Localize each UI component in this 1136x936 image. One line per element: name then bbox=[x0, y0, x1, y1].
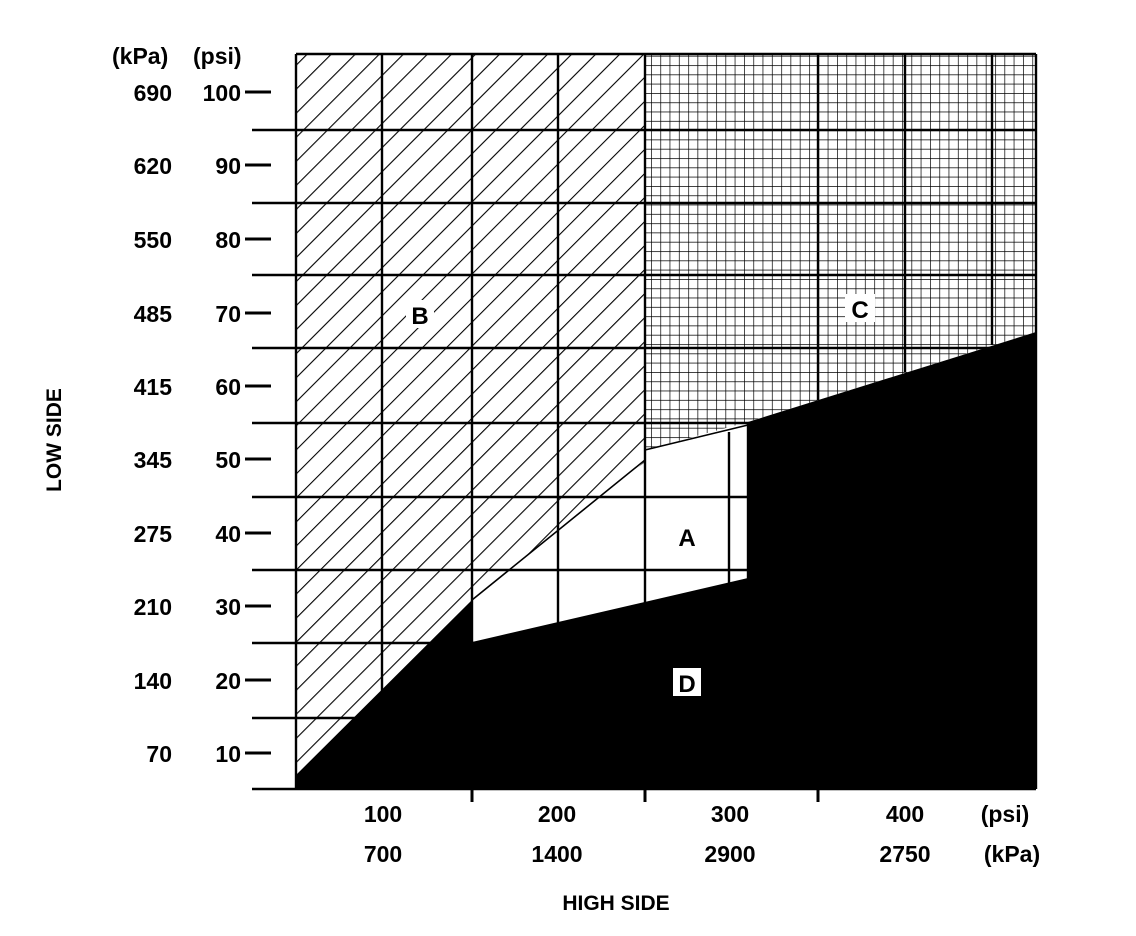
low-side-units-kpa: (kPa) bbox=[112, 43, 168, 69]
region-label-c: C bbox=[851, 297, 868, 324]
low-side-psi-label: 70 bbox=[215, 301, 241, 327]
low-side-psi-label: 60 bbox=[215, 374, 241, 400]
low-side-kpa-label: 345 bbox=[134, 447, 173, 473]
low-side-psi-label: 10 bbox=[215, 741, 241, 767]
region-c-area bbox=[645, 54, 1036, 450]
high-side-psi-label: 200 bbox=[538, 801, 576, 827]
high-side-units-psi: (psi) bbox=[981, 801, 1030, 827]
high-side-psi-label: 100 bbox=[364, 801, 402, 827]
low-side-psi-label: 40 bbox=[215, 521, 241, 547]
region-label-a: A bbox=[678, 525, 695, 552]
low-side-psi-label: 20 bbox=[215, 668, 241, 694]
high-side-psi-labels: 100 200 300 400 bbox=[364, 801, 924, 827]
low-side-ticks bbox=[245, 90, 271, 755]
low-side-kpa-label: 415 bbox=[134, 374, 173, 400]
low-side-psi-labels: 100 90 80 70 60 50 40 30 20 10 bbox=[203, 80, 241, 767]
low-side-kpa-label: 620 bbox=[134, 153, 172, 179]
high-side-psi-label: 300 bbox=[711, 801, 749, 827]
low-side-psi-label: 50 bbox=[215, 447, 241, 473]
low-side-psi-label: 90 bbox=[215, 153, 241, 179]
region-d-area bbox=[296, 332, 1036, 789]
region-label-d: D bbox=[678, 671, 695, 698]
low-side-psi-label: 30 bbox=[215, 594, 241, 620]
low-side-kpa-label: 690 bbox=[134, 80, 172, 106]
high-side-kpa-label: 2900 bbox=[704, 841, 755, 867]
high-side-kpa-label: 700 bbox=[364, 841, 402, 867]
low-side-kpa-label: 550 bbox=[134, 227, 172, 253]
low-side-title: LOW SIDE bbox=[43, 388, 66, 492]
low-side-kpa-labels: 690 620 550 485 415 345 275 210 140 70 bbox=[134, 80, 173, 767]
high-side-psi-label: 400 bbox=[886, 801, 924, 827]
high-side-ticks bbox=[470, 790, 820, 802]
high-side-kpa-label: 2750 bbox=[879, 841, 930, 867]
high-side-title: HIGH SIDE bbox=[562, 892, 669, 915]
low-side-psi-label: 100 bbox=[203, 80, 241, 106]
grid bbox=[252, 52, 1038, 791]
low-side-kpa-label: 210 bbox=[134, 594, 172, 620]
low-side-psi-label: 80 bbox=[215, 227, 241, 253]
low-side-kpa-label: 275 bbox=[134, 521, 173, 547]
high-side-units-kpa: (kPa) bbox=[984, 841, 1040, 867]
low-side-kpa-label: 140 bbox=[134, 668, 172, 694]
high-side-kpa-labels: 700 1400 2900 2750 bbox=[364, 841, 931, 867]
low-side-units-psi: (psi) bbox=[193, 43, 242, 69]
region-label-b: B bbox=[411, 303, 428, 330]
low-side-kpa-label: 70 bbox=[146, 741, 172, 767]
low-side-kpa-label: 485 bbox=[134, 301, 173, 327]
high-side-kpa-label: 1400 bbox=[531, 841, 582, 867]
